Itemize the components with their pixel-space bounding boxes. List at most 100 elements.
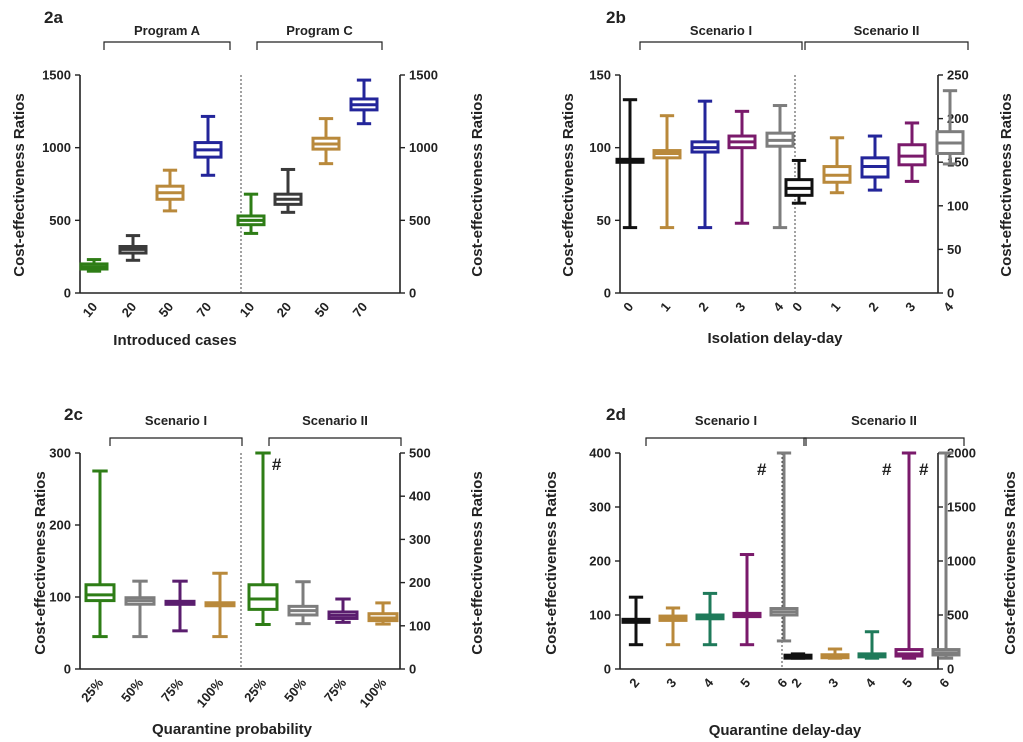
group-bracket bbox=[103, 41, 231, 50]
y-tick-label-left: 1500 bbox=[42, 68, 71, 83]
box-2d-scenario-i-4 bbox=[695, 591, 725, 647]
x-tick-label: 70 bbox=[194, 299, 215, 320]
x-tick-label: 10 bbox=[80, 299, 101, 320]
significance-marker: # bbox=[919, 460, 929, 479]
y-tick-label-right: 0 bbox=[947, 286, 954, 301]
x-tick-label: 4 bbox=[700, 675, 717, 691]
x-tick-label: 25% bbox=[241, 675, 269, 705]
y-tick-label-right: 0 bbox=[409, 662, 416, 677]
y-tick-label-left: 200 bbox=[49, 518, 71, 533]
y-axis-label-left: Cost-effectiveness Ratios bbox=[560, 93, 577, 276]
x-tick-label: 5 bbox=[737, 675, 753, 690]
x-tick-label: 0 bbox=[620, 299, 636, 314]
x-axis-label: Quarantine delay-day bbox=[709, 722, 862, 739]
x-tick-label: 25% bbox=[78, 675, 106, 705]
box-2a-program-a-70 bbox=[193, 114, 223, 177]
box-2b-scenario-i-1 bbox=[652, 114, 682, 230]
box-2a-program-c-20 bbox=[273, 167, 303, 214]
box-2a-program-c-10 bbox=[236, 192, 266, 235]
y-tick-label-right: 500 bbox=[409, 446, 431, 461]
x-tick-label: 3 bbox=[732, 299, 748, 314]
box-2c-scenario-ii-100pct bbox=[367, 601, 399, 626]
y-tick-label-left: 0 bbox=[604, 286, 611, 301]
y-axis-label-right: Cost-effectiveness Ratios bbox=[1002, 471, 1019, 654]
group-bracket bbox=[804, 41, 969, 50]
group-bracket bbox=[645, 437, 807, 446]
y-tick-label-left: 150 bbox=[589, 68, 611, 83]
box-2a-program-a-20 bbox=[118, 234, 148, 262]
y-tick-label-right: 150 bbox=[947, 155, 969, 170]
x-tick-label: 100% bbox=[193, 675, 226, 710]
panel-title: 2b bbox=[606, 8, 626, 27]
y-tick-label-right: 500 bbox=[409, 213, 431, 228]
x-tick-label: 100% bbox=[356, 675, 389, 710]
box-2a-program-a-10 bbox=[79, 258, 109, 273]
x-axis-label: Isolation delay-day bbox=[707, 330, 843, 347]
y-tick-label-right: 0 bbox=[409, 286, 416, 301]
y-tick-label-left: 0 bbox=[64, 286, 71, 301]
x-tick-label: 5 bbox=[899, 675, 915, 690]
x-tick-label: 2 bbox=[865, 299, 881, 314]
group-label: Scenario I bbox=[690, 23, 752, 38]
group-label: Scenario I bbox=[145, 413, 207, 428]
y-axis-label-left: Cost-effectiveness Ratios bbox=[543, 471, 560, 654]
iqr-box bbox=[247, 583, 279, 611]
box-2c-scenario-ii-75pct bbox=[327, 597, 359, 624]
x-tick-label: 1 bbox=[657, 299, 673, 314]
box-2b-scenario-ii-0 bbox=[784, 158, 814, 205]
significance-marker: # bbox=[757, 460, 767, 479]
box-2d-scenario-i-5 bbox=[732, 553, 762, 647]
y-tick-label-left: 300 bbox=[589, 500, 611, 515]
y-axis-label-left: Cost-effectiveness Ratios bbox=[11, 93, 28, 276]
x-tick-label: 50% bbox=[281, 675, 309, 705]
group-label: Scenario II bbox=[854, 23, 920, 38]
y-tick-label-right: 1000 bbox=[409, 140, 438, 155]
group-bracket bbox=[109, 437, 243, 446]
x-tick-label: 2 bbox=[788, 675, 804, 690]
box-2b-scenario-i-3 bbox=[727, 109, 757, 225]
x-axis-label: Introduced cases bbox=[113, 332, 236, 349]
x-tick-label: 20 bbox=[119, 299, 140, 320]
y-tick-label-left: 500 bbox=[49, 213, 71, 228]
y-tick-label-left: 50 bbox=[597, 213, 611, 228]
y-tick-label-right: 200 bbox=[947, 111, 969, 126]
y-tick-label-left: 100 bbox=[589, 608, 611, 623]
box-2c-scenario-ii-25pct: # bbox=[247, 451, 282, 627]
group-label: Program A bbox=[134, 23, 201, 38]
y-tick-label-left: 300 bbox=[49, 446, 71, 461]
panel-2c: 2c 0 100 200 300 0 100 200 300 400 500 Quarantine p… bbox=[32, 405, 486, 738]
x-tick-label: 3 bbox=[825, 675, 841, 690]
panel-title: 2a bbox=[44, 8, 63, 27]
y-axis-label-right: Cost-effectiveness Ratios bbox=[998, 93, 1015, 276]
box-2a-program-a-50 bbox=[155, 168, 185, 213]
x-tick-label: 4 bbox=[940, 299, 957, 315]
group-bracket bbox=[803, 437, 965, 446]
x-tick-label: 10 bbox=[237, 299, 258, 320]
x-tick-label: 4 bbox=[770, 299, 787, 315]
panel-2a: 2a 0 500 1000 1500 0 500 1000 1500 Introduced cas… bbox=[11, 8, 486, 349]
x-tick-label: 6 bbox=[774, 675, 790, 690]
box-2b-scenario-ii-1 bbox=[822, 136, 852, 195]
y-tick-label-right: 1000 bbox=[947, 554, 976, 569]
box-2d-scenario-ii-3 bbox=[820, 647, 850, 660]
panel-title: 2d bbox=[606, 405, 626, 424]
box-2c-scenario-i-75pct bbox=[164, 579, 196, 633]
box-2d-scenario-ii-6: # bbox=[919, 451, 961, 660]
x-tick-label: 3 bbox=[663, 675, 679, 690]
y-tick-label-left: 0 bbox=[64, 662, 71, 677]
group-bracket bbox=[639, 41, 803, 50]
y-tick-label-right: 2000 bbox=[947, 446, 976, 461]
x-tick-label: 2 bbox=[626, 675, 642, 690]
y-tick-label-right: 400 bbox=[409, 489, 431, 504]
x-tick-label: 50 bbox=[156, 299, 177, 320]
x-tick-label: 50 bbox=[312, 299, 333, 320]
box-2b-scenario-i-4 bbox=[765, 104, 795, 230]
panel-title: 2c bbox=[64, 405, 83, 424]
x-tick-label: 75% bbox=[321, 675, 349, 705]
panel-2d: 2d 0 100 200 300 400 0 500 1000 1500 2000 Quarantin… bbox=[543, 405, 1019, 739]
box-2a-program-c-70 bbox=[349, 78, 379, 126]
x-tick-label: 3 bbox=[902, 299, 918, 314]
y-tick-label-left: 100 bbox=[49, 590, 71, 605]
box-2c-scenario-i-100pct bbox=[204, 571, 236, 639]
box-2c-scenario-i-50pct bbox=[124, 579, 156, 639]
